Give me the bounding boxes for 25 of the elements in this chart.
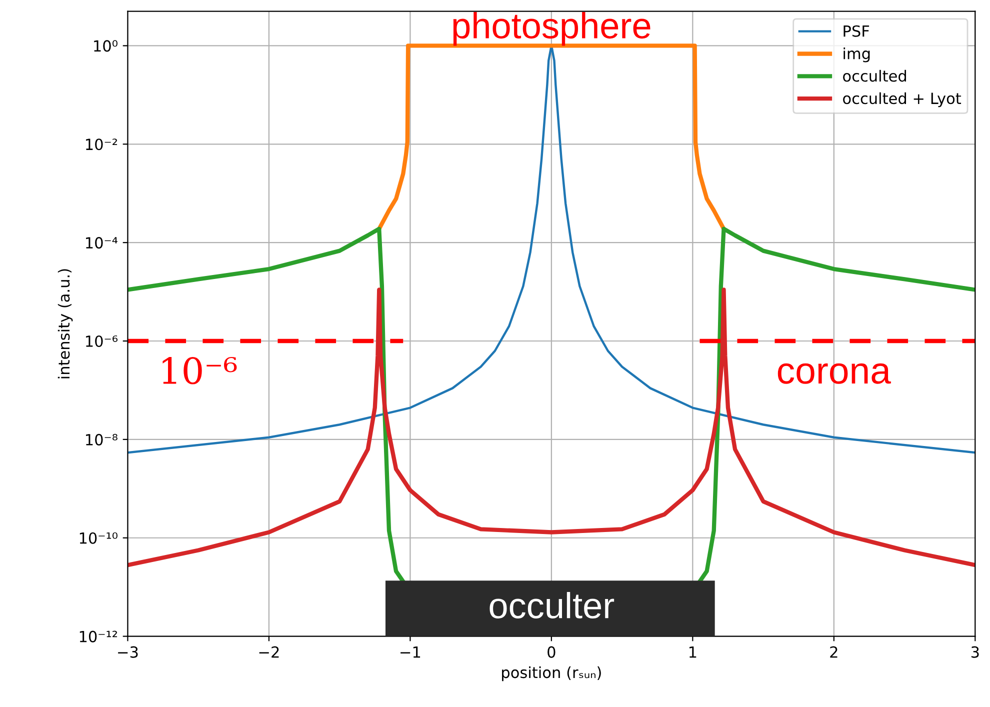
legend-label: img (844, 47, 870, 62)
legend-label: occulted + Lyot (843, 92, 962, 108)
y-tick-label: 10⁻¹² (80, 630, 118, 642)
x-tick-label: 1 (689, 646, 696, 658)
y-tick-label: 10⁻¹⁰ (80, 532, 118, 544)
annotation: corona (778, 363, 891, 384)
y-tick-label: 10⁻⁶ (86, 335, 118, 348)
y-tick-label: 10⁻⁸ (86, 434, 118, 446)
x-tick-label: 0 (548, 646, 556, 658)
x-tick-label: 2 (830, 646, 838, 658)
annotation: occulter (490, 592, 614, 618)
x-tick-label: 3 (971, 646, 979, 658)
annotation: photosphere (453, 12, 650, 46)
x-tick-label: −1 (400, 646, 420, 658)
annotation: 10⁻⁶ (162, 356, 237, 384)
legend-label: PSF (844, 25, 870, 37)
x-axis-title: position (rₛᵤₙ) (502, 666, 601, 682)
legend-label: occulted (843, 70, 906, 82)
y-tick-label: 10⁻⁴ (86, 237, 118, 249)
y-tick-label: 10⁰ (94, 40, 118, 52)
x-tick-label: −3 (118, 646, 138, 658)
line-series (128, 288, 976, 568)
y-tick-label: 10⁻² (86, 138, 118, 150)
y-axis-title: intensity (a.u.) (58, 269, 73, 378)
x-tick-label: −2 (259, 646, 279, 658)
